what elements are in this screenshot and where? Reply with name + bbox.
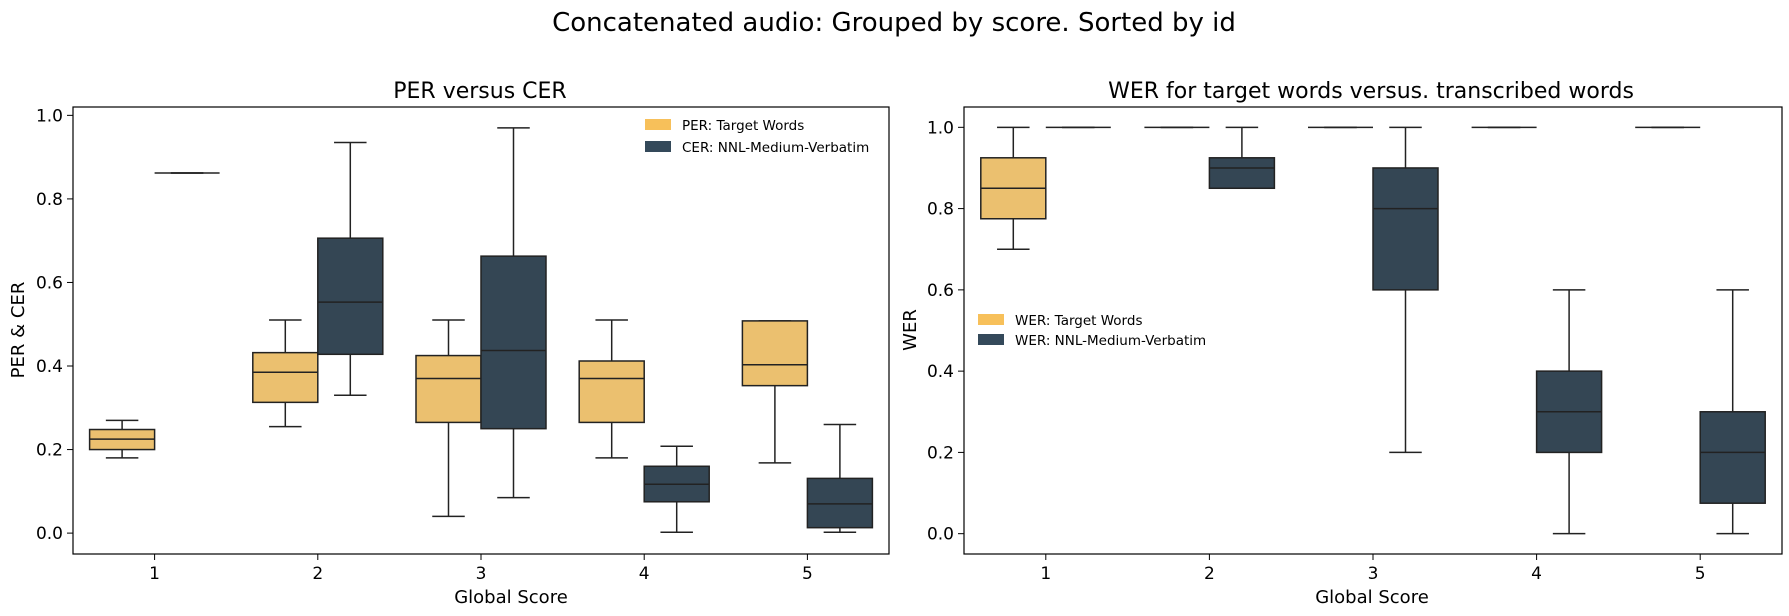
x-tick-label: 4 bbox=[1531, 564, 1542, 584]
box-series-1-score-5 bbox=[741, 320, 809, 464]
box-series-1-score-3 bbox=[415, 319, 482, 518]
legend-swatch-per bbox=[645, 119, 671, 130]
x-tick-label: 4 bbox=[639, 564, 650, 584]
box-iqr bbox=[741, 320, 809, 387]
box-iqr bbox=[317, 237, 384, 356]
y-tick-label: 0.2 bbox=[36, 441, 63, 461]
box-series-1-score-1 bbox=[980, 126, 1047, 250]
y-axis-ticks: 0.0 0.2 0.4 0.6 0.8 1.0 bbox=[927, 118, 964, 545]
y-tick-label: 1.0 bbox=[927, 118, 954, 138]
x-axis-label: Global Score bbox=[454, 587, 568, 608]
y-tick-label: 0.6 bbox=[36, 273, 63, 293]
y-tick-label: 0.2 bbox=[927, 443, 954, 463]
subplot-title: WER for target words versus. transcribed… bbox=[1108, 79, 1634, 104]
y-tick-label: 0.0 bbox=[36, 524, 63, 544]
x-tick-label: 3 bbox=[1368, 564, 1379, 584]
y-tick-label: 1.0 bbox=[36, 106, 63, 126]
box-iqr bbox=[1699, 411, 1766, 504]
box-series-2-score-3 bbox=[1372, 126, 1439, 454]
box-series-1-score-4 bbox=[578, 319, 645, 459]
legend-label-wer-target: WER: Target Words bbox=[1015, 313, 1142, 329]
y-tick-label: 0.8 bbox=[36, 190, 63, 210]
legend-label-wer-nnl: WER: NNL-Medium-Verbatim bbox=[1015, 333, 1206, 349]
box-series-2-score-4 bbox=[1535, 289, 1603, 535]
y-tick-label: 0.6 bbox=[927, 281, 954, 301]
box-plot-area bbox=[980, 126, 1766, 535]
x-tick-label: 5 bbox=[802, 564, 813, 584]
box-series-2-score-4 bbox=[643, 445, 710, 534]
x-tick-label: 2 bbox=[312, 564, 323, 584]
box-plot-area bbox=[88, 127, 874, 534]
box-series-2-score-3 bbox=[480, 127, 547, 499]
axes-frame bbox=[72, 106, 890, 555]
legend-swatch-cer bbox=[645, 141, 671, 152]
x-axis-label: Global Score bbox=[1315, 587, 1429, 608]
box-iqr bbox=[1372, 167, 1439, 291]
legend-label-per: PER: Target Words bbox=[682, 118, 804, 134]
box-iqr bbox=[415, 354, 482, 424]
box-iqr bbox=[806, 477, 874, 529]
y-tick-label: 0.0 bbox=[927, 525, 954, 545]
box-iqr bbox=[480, 255, 547, 430]
x-axis-ticks: 1 2 3 4 5 bbox=[1040, 554, 1706, 584]
y-axis-ticks: 0.0 0.2 0.4 0.6 0.8 1.0 bbox=[36, 106, 73, 544]
y-axis-label: PER & CER bbox=[8, 282, 29, 379]
legend: WER: Target Words WER: NNL-Medium-Verbat… bbox=[978, 313, 1206, 349]
y-tick-label: 0.4 bbox=[927, 362, 954, 382]
box-iqr bbox=[578, 360, 645, 424]
subplot-wer: WER for target words versus. transcribed… bbox=[900, 79, 1783, 608]
x-axis-ticks: 1 2 3 4 5 bbox=[149, 554, 813, 584]
box-series-2-score-2 bbox=[317, 141, 384, 397]
box-series-2-score-5 bbox=[806, 423, 874, 534]
legend-swatch-wer-nnl bbox=[978, 334, 1004, 345]
box-series-1-score-2 bbox=[252, 319, 319, 428]
figure-suptitle: Concatenated audio: Grouped by score. So… bbox=[552, 8, 1236, 38]
box-series-1-score-1 bbox=[88, 419, 156, 459]
box-series-2-score-2 bbox=[1208, 126, 1276, 190]
legend-swatch-wer-target bbox=[978, 314, 1004, 325]
x-tick-label: 1 bbox=[1040, 564, 1051, 584]
box-iqr bbox=[1208, 157, 1276, 190]
y-tick-label: 0.4 bbox=[36, 357, 63, 377]
legend-label-cer: CER: NNL-Medium-Verbatim bbox=[682, 140, 869, 156]
y-axis-label: WER bbox=[900, 309, 921, 351]
x-tick-label: 3 bbox=[476, 564, 487, 584]
axes-frame bbox=[963, 106, 1783, 555]
box-iqr bbox=[252, 351, 319, 404]
legend: PER: Target Words CER: NNL-Medium-Verbat… bbox=[645, 118, 869, 156]
x-tick-label: 2 bbox=[1204, 564, 1215, 584]
x-tick-label: 1 bbox=[149, 564, 160, 584]
subplot-title: PER versus CER bbox=[393, 79, 566, 104]
x-tick-label: 5 bbox=[1695, 564, 1706, 584]
box-series-2-score-5 bbox=[1699, 289, 1766, 535]
y-tick-label: 0.8 bbox=[927, 200, 954, 220]
